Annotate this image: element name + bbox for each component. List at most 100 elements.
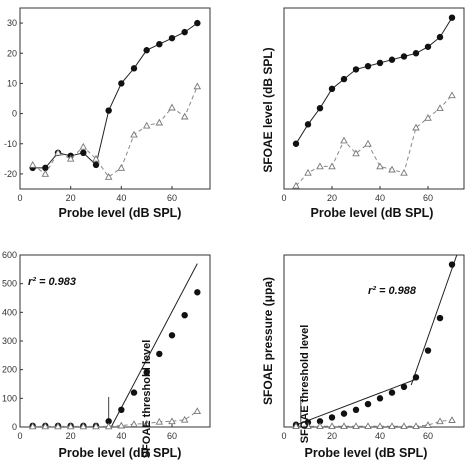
panel-c-triangle-point <box>130 420 138 427</box>
panel-a-point <box>105 107 112 114</box>
panel-c-fit-line <box>110 263 198 428</box>
panel-a-triangle-point <box>180 112 189 120</box>
panel-c-x-tick-label: 60 <box>167 431 177 441</box>
panel-c-triangle-point <box>180 415 189 423</box>
panel-a-series-line <box>32 22 198 169</box>
panel-c-triangle-point <box>79 422 88 430</box>
panel-a-triangle-point <box>66 154 75 162</box>
panel-d-point <box>412 374 420 381</box>
panel-b-point <box>316 104 324 112</box>
panel-c-triangle-point <box>54 422 62 430</box>
panel-c-point <box>118 406 125 413</box>
panel-a-point <box>143 47 150 54</box>
panel-a-frame <box>19 7 211 190</box>
panel-d-threshold-label: SFOAE threshold level <box>299 325 311 444</box>
panel-c-triangle-point <box>92 422 100 430</box>
panel-d-triangle-point <box>400 422 408 430</box>
panel-d-triangle-point <box>304 422 312 430</box>
panel-a-triangle-point <box>168 103 176 111</box>
panel-d-triangle-point <box>352 422 360 430</box>
panel-a-triangle-point <box>117 163 126 171</box>
panel-c-point <box>105 418 112 425</box>
panel-b-triangle-point <box>424 113 432 121</box>
panel-c-r-squared: r² = 0.983 <box>28 276 76 288</box>
panel-d-fit-line <box>410 254 458 386</box>
panel-b-point <box>448 14 456 21</box>
panel-a-triangle-point <box>54 148 62 156</box>
panel-c-point <box>168 332 176 339</box>
panel-d-point <box>340 410 348 417</box>
panel-c-y-tick-label: 300 <box>2 336 17 346</box>
panel-c-y-tick-label: 400 <box>2 307 17 317</box>
panel-c-point <box>143 369 150 376</box>
panel-b-triangle-point <box>436 104 444 112</box>
panel-a-triangle-point <box>142 121 151 129</box>
panel-b-point <box>400 53 408 60</box>
panel-c-x-tick-label: 40 <box>116 431 126 441</box>
panel-a-point <box>80 149 87 156</box>
panel-d-triangle-point <box>436 417 444 425</box>
panel-d-point <box>424 347 432 354</box>
panel-c-triangle-point <box>104 422 113 430</box>
panel-b-triangle-point <box>376 162 384 170</box>
panel-a: 0 20 40 60 -20 -10 0 10 20 30 Probe level (dB SPL… <box>4 7 211 220</box>
panel-c-x-axis-label: Probe level (dB SPL) <box>59 446 182 460</box>
panel-d-point <box>436 314 444 322</box>
panel-d-point <box>328 414 336 421</box>
panel-b-x-tick-label: 60 <box>423 193 433 203</box>
panel-a-point <box>156 41 163 48</box>
panel-c-point <box>156 350 163 358</box>
panel-d-r-squared: r² = 0.988 <box>368 285 417 297</box>
panel-d-x-axis-label: Probe level (dB SPL) <box>305 446 428 460</box>
panel-b-point <box>340 75 348 83</box>
panel-c-triangle-point <box>28 422 37 430</box>
panel-a-series-line <box>32 86 198 178</box>
panel-a-triangle-point <box>130 130 138 138</box>
panel-b-series-line <box>295 17 453 145</box>
panel-b-point <box>328 85 336 93</box>
panel-d-series-line <box>296 419 453 427</box>
panel-a-triangle-point <box>28 160 37 168</box>
panel-a-point <box>130 65 138 72</box>
panel-a-x-tick-label: 20 <box>66 193 76 203</box>
panel-b-triangle-point <box>292 181 300 189</box>
panel-c-triangle-point <box>117 421 126 429</box>
panel-b-point <box>436 33 444 41</box>
panel-a-x-tick-label: 40 <box>116 193 126 203</box>
panel-d-point <box>448 261 456 268</box>
panel-b-x-tick-label: 0 <box>281 193 286 203</box>
panel-d-point <box>364 400 372 408</box>
panel-c-triangle-point <box>142 419 151 427</box>
panel-a-point <box>181 28 188 36</box>
panel-d-point <box>388 389 396 396</box>
panel-c-y-tick-label: 100 <box>2 393 17 403</box>
panel-b-y-axis-label: SFOAE level (dB SPL) <box>261 47 275 172</box>
panel-a-y-tick-label: -10 <box>4 139 17 149</box>
panel-c-x-tick-label: 0 <box>17 431 22 441</box>
panel-b-point <box>376 59 384 67</box>
panel-b-triangle-point <box>352 149 360 157</box>
panel-d-triangle-point <box>388 422 396 430</box>
panel-d-point <box>400 383 408 391</box>
panel-d-x-tick-label: 40 <box>375 431 385 441</box>
panel-d-point <box>316 418 324 425</box>
panel-d-point <box>376 395 384 402</box>
panel-d-triangle-point <box>328 422 336 430</box>
panel-d-triangle-point <box>412 422 420 430</box>
panel-b-x-axis-label: Probe level (dB SPL) <box>311 206 434 220</box>
panel-a-x-tick-label: 60 <box>167 193 177 203</box>
panel-b-point <box>304 121 312 128</box>
panel-b-triangle-point <box>304 168 312 176</box>
panel-d-triangle-point <box>376 422 384 430</box>
panel-b-triangle-point <box>316 162 324 170</box>
panel-d-triangle-point <box>340 422 348 430</box>
panel-c-x-tick-label: 20 <box>66 431 76 441</box>
panel-d-x-tick-label: 0 <box>281 431 286 441</box>
panel-b-point <box>424 43 432 50</box>
panel-d-triangle-point <box>448 416 456 423</box>
panel-b-triangle-point <box>448 91 456 99</box>
panel-c-threshold-label: SFOAE threshold level <box>141 340 153 459</box>
panel-d-triangle-point <box>364 422 372 430</box>
panel-a-point <box>92 161 100 169</box>
